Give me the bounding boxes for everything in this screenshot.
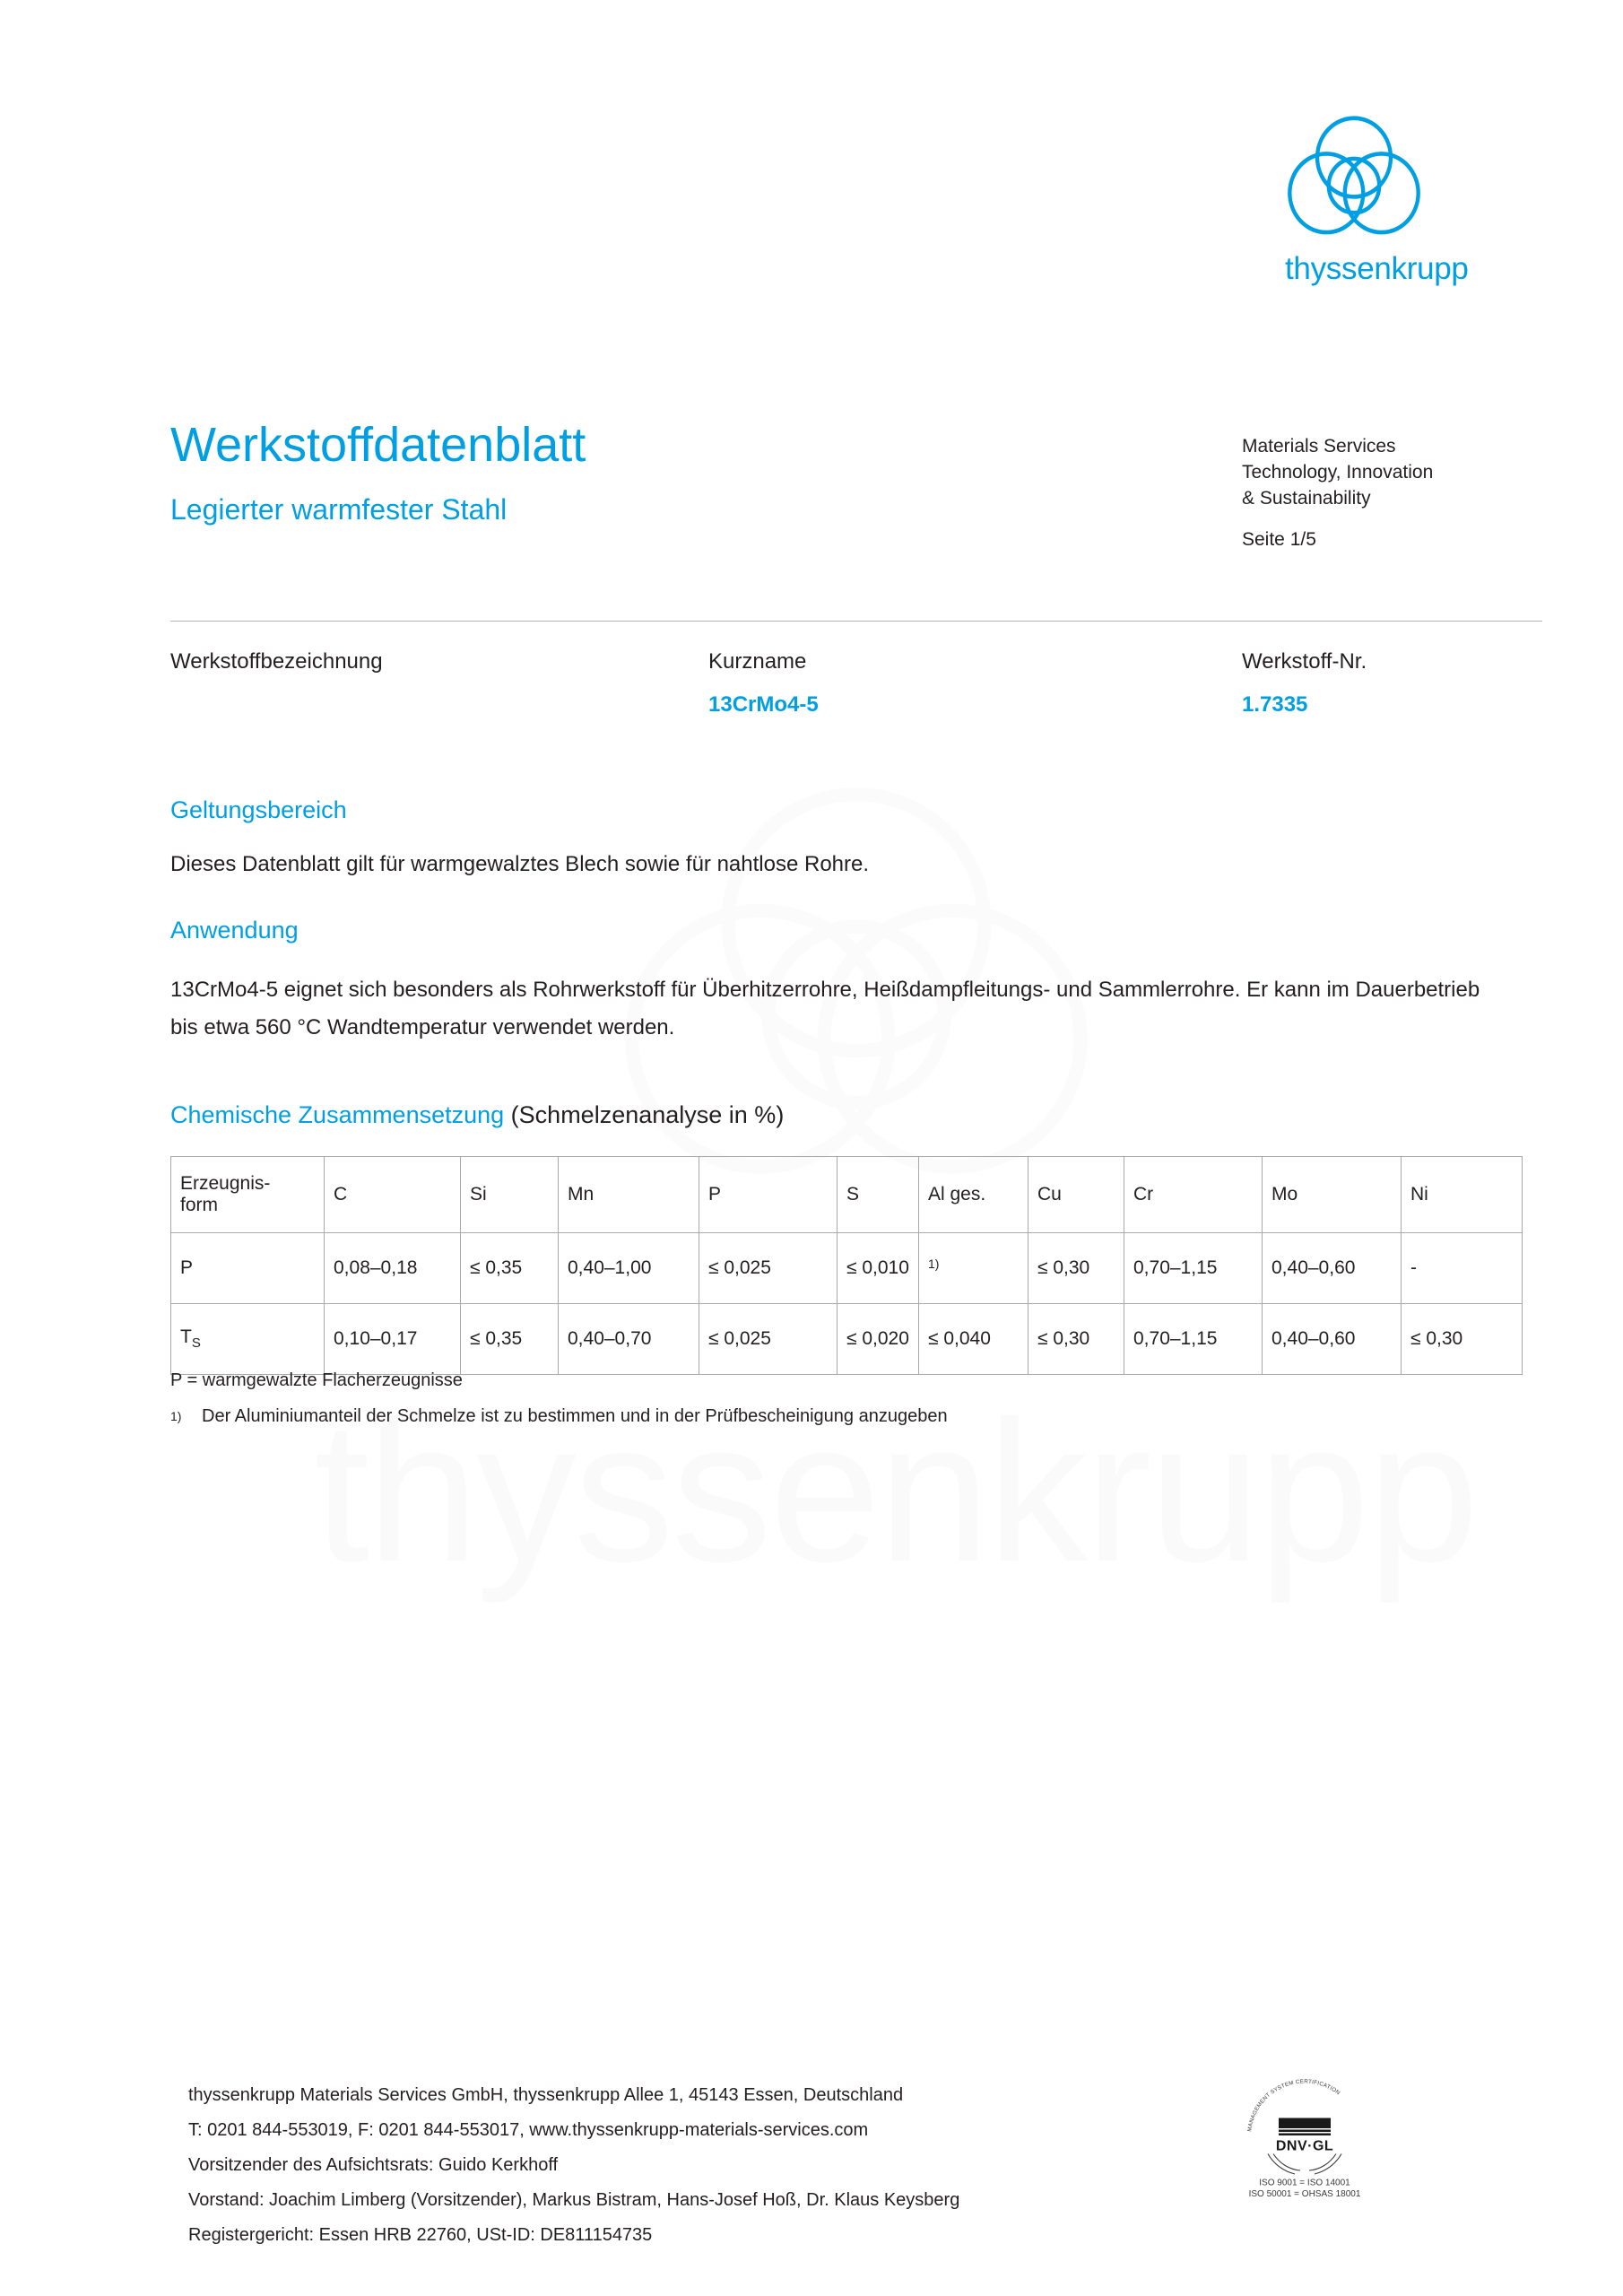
svg-text:ISO 50001 = OHSAS 18001: ISO 50001 = OHSAS 18001 (1249, 2189, 1361, 2199)
svg-text:ISO 9001 = ISO 14001: ISO 9001 = ISO 14001 (1259, 2179, 1350, 2188)
svg-text:DNV·GL: DNV·GL (1276, 2139, 1333, 2154)
